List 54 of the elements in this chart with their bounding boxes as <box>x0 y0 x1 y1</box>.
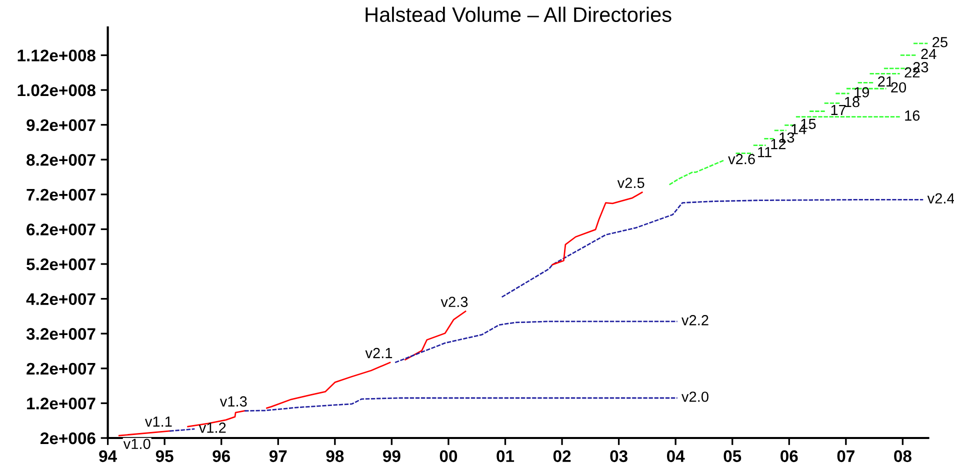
x-tick-label: 01 <box>496 450 514 462</box>
y-tick-label: 4.2e+007 <box>26 293 96 306</box>
line-series <box>501 198 924 298</box>
y-tick-label: 3.2e+007 <box>26 328 96 340</box>
annotation: 19 <box>854 87 870 98</box>
y-tick-label: 2.2e+007 <box>26 362 96 375</box>
line-series <box>404 310 466 360</box>
annotation: 18 <box>844 96 860 108</box>
annotation: v1.1 <box>144 416 172 427</box>
x-tick-label: 95 <box>156 450 174 462</box>
x-tick-label: 97 <box>269 450 287 462</box>
x-tick-label: 99 <box>383 450 400 462</box>
annotation: v2.3 <box>440 296 468 308</box>
x-tick-label: 02 <box>553 450 571 462</box>
line-series <box>394 320 678 364</box>
annotation: 16 <box>905 110 920 121</box>
x-tick-label: 07 <box>837 450 854 462</box>
annotation: v2.5 <box>617 178 644 188</box>
annotation: 17 <box>831 104 846 116</box>
x-tick-label: 94 <box>99 450 117 462</box>
x-tick-label: 05 <box>724 450 742 462</box>
annotation: v2.6 <box>728 154 755 164</box>
y-tick-label: 6.2e+007 <box>26 224 96 236</box>
y-tick-label: 8.2e+007 <box>26 154 96 166</box>
annotation: 21 <box>878 76 893 86</box>
annotation: 20 <box>891 82 906 93</box>
y-tick-label: 1.02e+008 <box>18 84 96 96</box>
y-tick-label: 9.2e+007 <box>26 119 96 132</box>
x-tick-label: 04 <box>666 450 685 462</box>
line-series <box>668 160 725 186</box>
x-tick-label: 03 <box>610 450 628 462</box>
annotation: 24 <box>921 48 936 59</box>
annotation: v1.2 <box>198 422 226 433</box>
y-tick-label: 7.2e+007 <box>26 188 96 201</box>
annotation: v1.0 <box>123 438 150 450</box>
annotation: v2.4 <box>927 193 954 204</box>
line-series <box>266 362 391 409</box>
annotation: 11 <box>758 147 772 158</box>
annotation: v2.2 <box>682 315 708 326</box>
x-tick-label: 06 <box>780 450 798 462</box>
y-tick-label: 1.2e+007 <box>27 398 96 410</box>
y-tick-label: 2e+006 <box>40 432 96 444</box>
x-tick-label: 98 <box>326 450 344 462</box>
chart-title: Halstead Volume – All Directories <box>366 6 672 22</box>
annotation: v1.3 <box>220 396 247 407</box>
y-tick-label: 5.2e+007 <box>26 258 96 270</box>
annotation: v2.1 <box>365 348 392 358</box>
line-series <box>552 192 643 266</box>
x-tick-label: 08 <box>894 450 912 462</box>
x-tick-label: 96 <box>212 450 230 462</box>
annotation: v2.0 <box>682 392 708 402</box>
y-tick-label: 1.12e+008 <box>18 50 96 62</box>
x-tick-label: 00 <box>440 450 458 462</box>
annotation: 25 <box>932 36 948 48</box>
